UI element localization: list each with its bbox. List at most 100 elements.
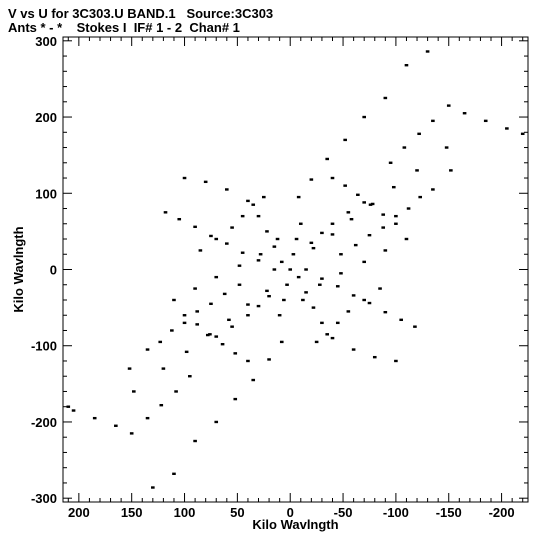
uv-point (151, 486, 155, 489)
uv-point (214, 237, 219, 241)
uv-point (246, 314, 250, 317)
tick-marks (63, 37, 528, 502)
uv-point (184, 350, 189, 354)
uv-point (177, 217, 182, 221)
uv-point (296, 195, 301, 199)
uv-point (462, 112, 467, 115)
uv-point (233, 352, 238, 355)
uv-point (346, 211, 351, 214)
uv-point (362, 260, 366, 264)
uv-point (159, 403, 164, 407)
uv-point (288, 268, 293, 271)
uv-point (145, 416, 150, 420)
y-tick-label: -300 (31, 491, 57, 506)
uv-point (362, 115, 366, 119)
uv-point (214, 275, 219, 279)
uv-point (343, 138, 347, 142)
uv-point (399, 318, 403, 322)
uv-point (431, 119, 435, 123)
uv-point (209, 234, 213, 238)
uv-point (240, 214, 245, 218)
uv-point (225, 188, 229, 191)
uv-point (413, 325, 417, 328)
uv-point (343, 184, 347, 187)
uv-point (378, 287, 382, 290)
uv-point (320, 231, 324, 235)
uv-point (195, 310, 200, 313)
uv-point (182, 176, 187, 180)
uv-point (415, 169, 419, 172)
uv-point (92, 416, 97, 420)
uv-point (256, 304, 261, 308)
uv-point (294, 237, 299, 241)
uv-point (351, 294, 356, 297)
uv-point (282, 298, 286, 302)
uv-point (330, 233, 335, 236)
uv-point (406, 207, 411, 210)
uv-point (383, 96, 388, 100)
uv-point (335, 285, 340, 288)
uv-point (353, 243, 358, 247)
uv-point (368, 203, 373, 206)
uv-point (309, 241, 314, 245)
x-axis-label: Kilo Wavlngth (252, 517, 338, 532)
uv-point (205, 333, 210, 337)
uv-point (311, 306, 316, 309)
uv-point (246, 199, 250, 203)
y-tick-label: -200 (31, 415, 57, 430)
uv-point (483, 119, 488, 123)
uv-point (251, 378, 256, 382)
uv-point (285, 283, 289, 286)
uv-point (391, 185, 396, 189)
y-tick-label: -100 (31, 339, 57, 354)
uv-point (261, 195, 266, 199)
uv-point (174, 390, 178, 393)
uv-point (418, 195, 423, 199)
uv-point (277, 314, 282, 317)
uv-point (349, 217, 354, 221)
uv-point (267, 294, 271, 298)
uv-point (127, 367, 132, 370)
uv-point (362, 298, 366, 302)
y-tick-label: 0 (50, 263, 57, 278)
y-tick-label: 100 (35, 186, 57, 201)
uv-point (163, 211, 168, 214)
y-tick-label: 200 (35, 110, 57, 125)
uv-point (275, 237, 280, 241)
uv-point (237, 264, 242, 267)
uv-point (209, 302, 213, 306)
uv-point (279, 340, 284, 344)
uv-point (383, 249, 388, 252)
uv-point (330, 176, 335, 180)
uv-point (311, 246, 316, 250)
x-tick-label: -200 (489, 505, 515, 520)
uv-point (193, 287, 197, 290)
x-tick-label: 200 (68, 505, 90, 520)
uv-point (325, 333, 330, 336)
uv-point (227, 318, 231, 322)
uv-point (71, 409, 76, 412)
x-tick-label: -150 (436, 505, 462, 520)
uv-point (370, 202, 375, 206)
uv-point (383, 310, 388, 314)
uv-point (446, 104, 451, 107)
uv-point (520, 132, 525, 136)
uv-point (246, 303, 250, 306)
uv-point (431, 188, 435, 191)
uv-point (339, 253, 343, 256)
uv-point (320, 321, 324, 325)
uv-point (425, 50, 430, 53)
uv-point (172, 298, 176, 302)
uv-point (182, 321, 187, 325)
uv-point (320, 277, 324, 280)
uv-point (129, 432, 134, 435)
x-tick-label: 100 (174, 505, 196, 520)
uv-point (158, 340, 163, 344)
uv-point (265, 230, 269, 233)
uv-point (246, 359, 250, 363)
uv-point (372, 355, 377, 359)
chart-subtitle: Ants * - * Stokes I IF# 1 - 2 Chan# 1 (8, 20, 240, 35)
uv-point (272, 268, 277, 271)
y-axis-label: Kilo Wavlngth (11, 226, 26, 312)
uv-point (367, 301, 372, 305)
